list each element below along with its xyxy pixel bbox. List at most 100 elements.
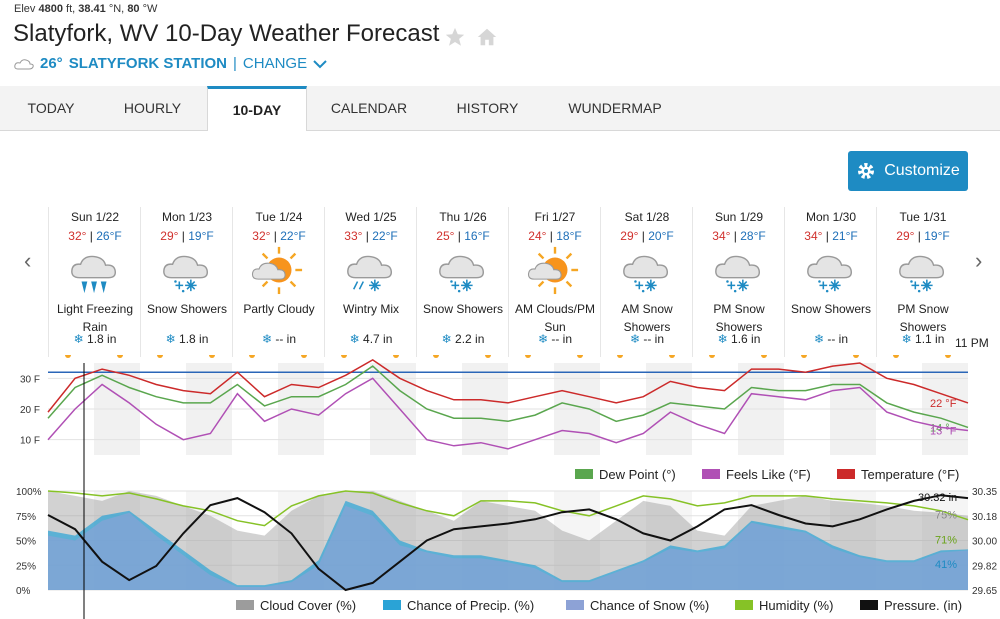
series-line — [47, 377, 969, 450]
day-low: 18°F — [556, 229, 582, 243]
tab-calendar[interactable]: CALENDAR — [330, 100, 408, 116]
day-date: Mon 1/30 — [805, 210, 857, 224]
day-card[interactable]: Tue 1/24 32° | 22°F Partly Cloudy ❄ -- in — [232, 207, 325, 357]
change-station-link[interactable]: CHANGE — [242, 55, 308, 72]
day-card[interactable]: Wed 1/25 33° | 22°F Wintry Mix ❄ 4.7 in — [324, 207, 417, 357]
day-card[interactable]: Fri 1/27 24° | 18°F AM Clouds/PM Sun ❄ -- i… — [508, 207, 601, 357]
day-temps: 32° | 22°F — [252, 229, 306, 243]
day-low: 28°F — [740, 229, 766, 243]
y-tick-label-right: 30.00 — [972, 537, 997, 548]
day-snow-amount: 4.7 in — [363, 332, 393, 346]
day-low: 22°F — [280, 229, 306, 243]
day-snow: ❄ 2.2 in — [417, 332, 509, 346]
sunrise-dot — [249, 355, 255, 358]
day-condition: PM Snow Showers — [897, 302, 949, 334]
tab-history[interactable]: HISTORY — [456, 100, 519, 116]
series-end-label: 22 °F — [930, 398, 957, 410]
page-title: Slatyfork, WV 10-Day Weather Forecast — [13, 20, 440, 47]
day-temps: 29° | 19°F — [160, 229, 214, 243]
day-high: 29° — [160, 229, 179, 243]
snowflake-icon: ❄ — [349, 332, 360, 346]
day-card[interactable]: Mon 1/30 34° | 21°F Snow Showers ❄ -- in — [784, 207, 877, 357]
legend-swatch — [702, 469, 720, 479]
day-high: 32° — [252, 229, 271, 243]
sunset-dot — [393, 355, 399, 358]
sunset-dot — [577, 355, 583, 358]
snow-area — [48, 505, 968, 590]
tab-wundermap[interactable]: WUNDERMAP — [568, 100, 662, 116]
sunset-dot — [853, 355, 859, 358]
series-line — [47, 359, 969, 413]
gear-icon — [858, 163, 875, 179]
legend-label: Chance of Precip. (%) — [407, 598, 534, 613]
sunrise-dot — [525, 355, 531, 358]
snow-showers-icon — [623, 255, 669, 293]
snow-showers-icon — [807, 255, 853, 293]
partly-cloudy-icon — [251, 246, 303, 295]
snowflake-icon: ❄ — [73, 332, 84, 346]
sunset-dot — [209, 355, 215, 358]
day-card[interactable]: Thu 1/26 25° | 16°F Snow Showers ❄ 2.2 in — [416, 207, 509, 357]
y-tick-label-right: 30.35 — [972, 487, 997, 498]
day-card[interactable]: Sun 1/22 32° | 26°F Light Freezing Rain ❄ 1… — [48, 207, 141, 357]
day-high: 34° — [712, 229, 731, 243]
series-line — [47, 365, 969, 429]
day-high: 29° — [620, 229, 639, 243]
snowflake-icon: ❄ — [537, 332, 549, 346]
station-name[interactable]: SLATYFORK STATION — [68, 55, 228, 72]
series-end-label: 13 °F — [930, 425, 957, 437]
legend-label: Pressure. (in) — [884, 598, 962, 613]
prev-arrow-icon[interactable]: ‹ — [24, 248, 32, 273]
snowflake-icon: ❄ — [165, 332, 176, 346]
station-separator: | — [233, 55, 237, 72]
tab-today[interactable]: TODAY — [27, 100, 75, 116]
legend-swatch — [735, 600, 753, 610]
legend-label: Humidity (%) — [759, 598, 833, 613]
day-card[interactable]: Sun 1/29 34° | 28°F PM Snow Showers ❄ 1.6 i… — [692, 207, 785, 357]
day-date: Thu 1/26 — [439, 210, 487, 224]
day-temps: 33° | 22°F — [344, 229, 398, 243]
day-snow-amount: 1.6 in — [731, 332, 761, 346]
day-forecast-row: Sun 1/22 32° | 26°F Light Freezing Rain ❄ 1… — [48, 207, 968, 357]
home-icon[interactable] — [476, 26, 498, 48]
next-arrow-icon[interactable]: › — [975, 248, 983, 273]
legend-swatch — [837, 469, 855, 479]
legend-swatch — [383, 600, 401, 610]
day-card[interactable]: Mon 1/23 29° | 19°F Snow Showers ❄ 1.8 in — [140, 207, 233, 357]
day-low: 19°F — [924, 229, 950, 243]
day-card[interactable]: Sat 1/28 29° | 20°F AM Snow Showers ❄ -- in — [600, 207, 693, 357]
day-snow-amount: -- in — [275, 332, 297, 346]
sunrise-dot — [893, 355, 899, 358]
snowflake-icon: ❄ — [629, 332, 641, 346]
sunset-dot — [945, 355, 951, 358]
snowflake-icon: ❄ — [901, 332, 912, 346]
day-high: 32° — [68, 229, 87, 243]
day-condition: PM Snow Showers — [713, 302, 765, 334]
day-snow: ❄ -- in — [233, 332, 325, 346]
day-snow: ❄ -- in — [601, 332, 693, 346]
day-temps: 29° | 20°F — [620, 229, 674, 243]
day-low: 21°F — [832, 229, 858, 243]
customize-button[interactable]: Customize — [848, 151, 968, 191]
legend-label: Feels Like (°F) — [726, 467, 811, 482]
day-low: 19°F — [188, 229, 214, 243]
legend-swatch — [236, 600, 254, 610]
y-tick-label: 75% — [16, 512, 36, 523]
tab-10-day[interactable]: 10-DAY — [207, 86, 307, 131]
y-tick-label: 30 F — [20, 374, 40, 385]
snowflake-icon: ❄ — [717, 332, 728, 346]
humidity-line — [47, 490, 969, 527]
star-icon[interactable] — [444, 26, 466, 48]
tab-hourly[interactable]: HOURLY — [123, 100, 182, 116]
day-temps: 34° | 21°F — [804, 229, 858, 243]
lon-unit: °W — [142, 3, 158, 15]
elev-value: 4800 — [38, 3, 63, 15]
sunset-dot — [761, 355, 767, 358]
day-temps: 24° | 18°F — [528, 229, 582, 243]
y-tick-label-right: 30.18 — [972, 512, 997, 523]
sunset-dot — [485, 355, 491, 358]
chevron-down-icon[interactable] — [313, 59, 327, 69]
customize-label: Customize — [884, 162, 960, 179]
day-card[interactable]: Tue 1/31 29° | 19°F PM Snow Showers ❄ 1.1 i… — [876, 207, 969, 357]
